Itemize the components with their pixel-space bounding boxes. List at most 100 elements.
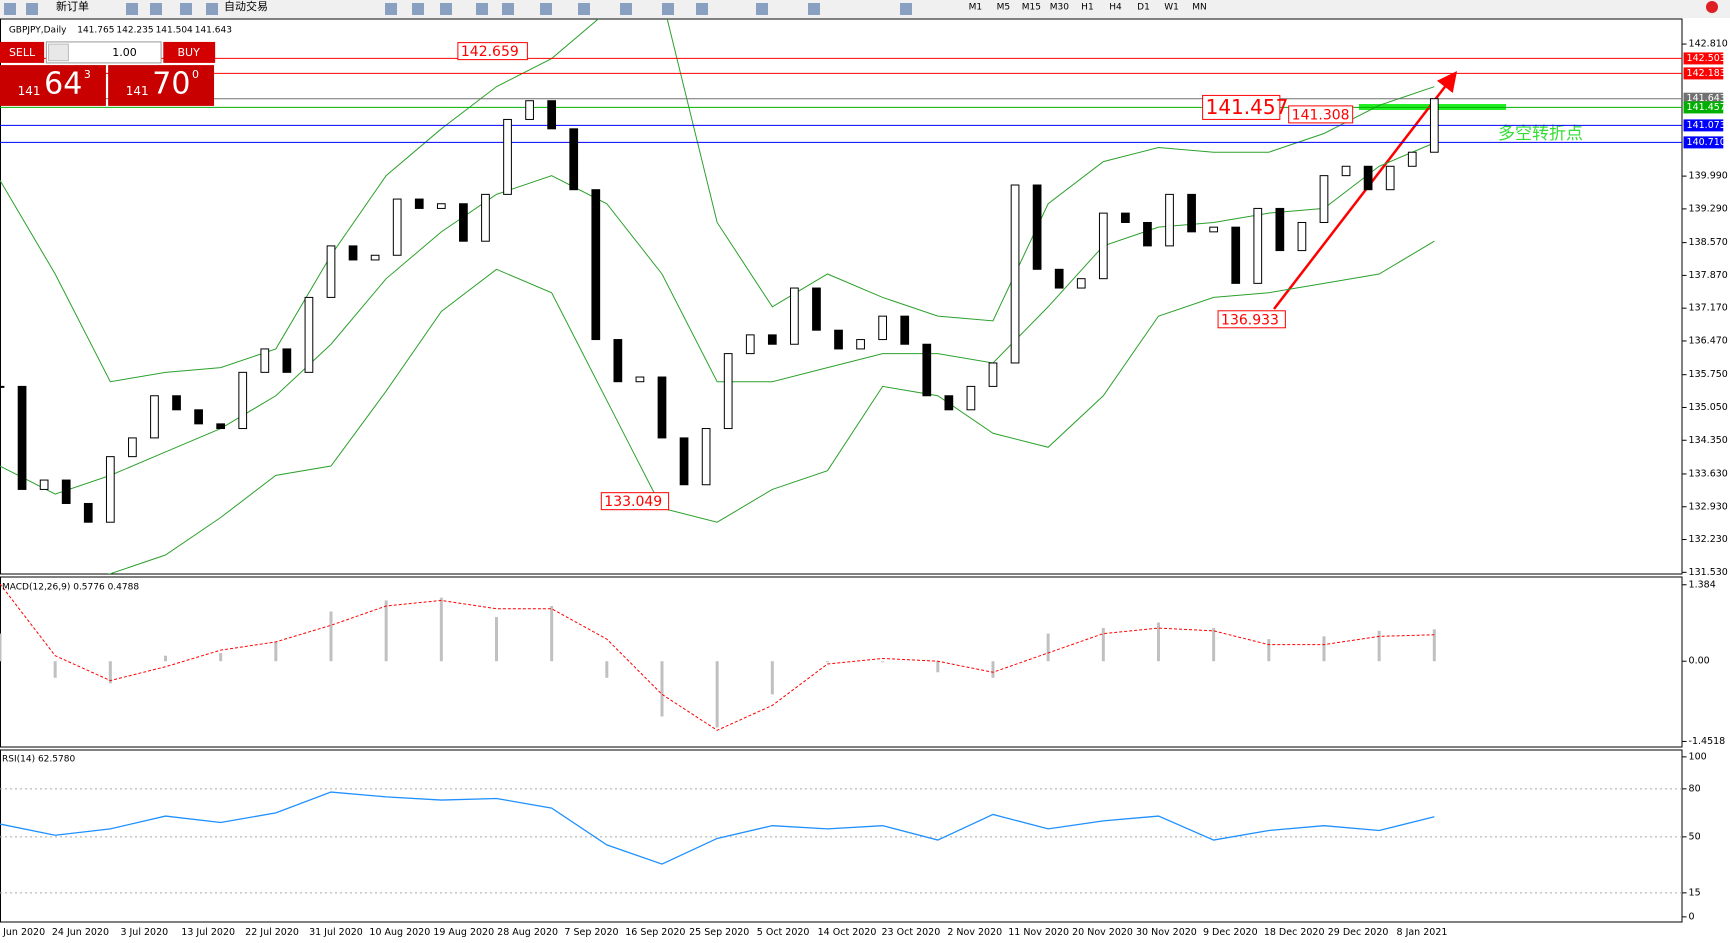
y-tick-label: 135.750	[1689, 369, 1728, 380]
icon[interactable]	[900, 3, 912, 15]
y-tick-label: 139.290	[1689, 203, 1728, 214]
icon[interactable]	[476, 3, 488, 15]
level-label: 141.457	[1687, 102, 1726, 113]
x-tick-label: 14 Oct 2020	[818, 927, 877, 938]
symbol: GBPJPY,Daily	[9, 25, 67, 35]
icon[interactable]	[540, 3, 552, 15]
ohlc-value: 142.235	[116, 25, 153, 35]
timeframe[interactable]: M1	[969, 3, 983, 13]
x-tick-label: 18 Dec 2020	[1264, 927, 1325, 938]
timeframe[interactable]: M15	[1022, 3, 1041, 13]
icon[interactable]	[696, 3, 708, 15]
timeframe[interactable]: H4	[1109, 3, 1122, 13]
icon[interactable]	[502, 3, 514, 15]
icon[interactable]	[578, 3, 590, 15]
macd-bar	[108, 661, 112, 684]
icon[interactable]	[180, 3, 192, 15]
macd-bar	[550, 605, 554, 662]
price-annotation: 136.933	[1221, 312, 1279, 328]
macd-bar	[1432, 629, 1436, 662]
price-box[interactable]	[0, 65, 106, 106]
price-plot	[0, 19, 1682, 574]
candle	[503, 118, 512, 195]
sell-button[interactable]	[0, 41, 45, 63]
candle	[856, 339, 865, 350]
macd-bar	[936, 661, 940, 673]
candle	[1297, 221, 1307, 252]
chart-frame	[0, 18, 1683, 923]
macd-bar	[53, 661, 57, 678]
icon[interactable]	[662, 3, 674, 15]
alert-icon[interactable]	[1706, 1, 1718, 13]
icon[interactable]	[756, 3, 768, 15]
candle	[370, 254, 380, 261]
macd-bar	[881, 661, 885, 663]
candle	[414, 198, 424, 209]
candle	[105, 456, 115, 523]
macd-bar	[1267, 639, 1271, 662]
x-tick-label: 30 Nov 2020	[1136, 927, 1197, 938]
candle	[1385, 165, 1395, 191]
macd-bar	[660, 661, 664, 717]
candle	[745, 334, 755, 355]
timeframe[interactable]: M5	[997, 3, 1011, 13]
y-tick-label: 131.530	[1689, 567, 1728, 578]
new-order[interactable]: 新订单	[56, 0, 89, 13]
x-tick-label: 15 Jun 2020	[0, 927, 45, 938]
icon[interactable]	[206, 3, 218, 15]
icon[interactable]	[126, 3, 138, 15]
level-tag	[1683, 52, 1724, 65]
timeframe[interactable]: H1	[1081, 3, 1094, 13]
level-label: 141.643	[1687, 93, 1726, 104]
x-tick-label: 11 Nov 2020	[1008, 927, 1069, 938]
icon[interactable]	[440, 3, 452, 15]
auto-trading[interactable]: 自动交易	[224, 0, 268, 13]
ohlc-value: 141.504	[156, 25, 193, 35]
candle	[172, 395, 181, 411]
icon[interactable]	[26, 3, 38, 15]
x-tick-label: 2 Nov 2020	[947, 927, 1002, 938]
price-box[interactable]	[108, 65, 215, 106]
candle	[635, 376, 645, 383]
candle	[1165, 193, 1174, 247]
candle	[569, 128, 579, 191]
timeframe[interactable]: D1	[1137, 3, 1150, 13]
rsi-line	[0, 791, 1435, 865]
macd-bar	[163, 655, 167, 662]
y-tick-label: 133.630	[1689, 468, 1728, 479]
buy-button[interactable]	[163, 41, 216, 63]
lot-spin[interactable]	[48, 43, 69, 62]
note: 多空转折点	[1498, 124, 1583, 144]
macd-bar	[439, 597, 443, 662]
lot-value: 1.00	[112, 46, 137, 59]
icon[interactable]	[4, 3, 16, 15]
y-tick-label: 1.384	[1689, 579, 1716, 590]
y-tick-label: 142.810	[1689, 39, 1728, 50]
timeframe[interactable]: MN	[1192, 3, 1207, 13]
x-tick-label: 8 Jan 2021	[1397, 927, 1448, 938]
price-annotation: 141.457	[1206, 95, 1289, 119]
candle	[723, 353, 733, 430]
icon[interactable]	[620, 3, 632, 15]
icon[interactable]	[385, 3, 397, 15]
y-tick-label: 132.230	[1689, 534, 1728, 545]
candle	[525, 100, 534, 120]
timeframe[interactable]: W1	[1164, 3, 1179, 13]
level-tag	[1683, 119, 1724, 132]
candle	[1054, 268, 1064, 289]
icon[interactable]	[808, 3, 820, 15]
icon[interactable]	[412, 3, 424, 15]
icon[interactable]	[150, 3, 162, 15]
price-annotation-box	[457, 42, 528, 61]
lot-field[interactable]	[45, 41, 162, 64]
timeframe[interactable]: M30	[1050, 3, 1069, 13]
candle	[17, 385, 27, 490]
candle	[260, 348, 270, 373]
macd-bar	[219, 652, 223, 662]
candle	[481, 193, 490, 242]
x-tick-label: 25 Sep 2020	[689, 927, 749, 938]
price-annotation-box	[1217, 310, 1286, 329]
candle	[0, 385, 5, 388]
x-tick-label: 24 Jun 2020	[52, 927, 109, 938]
